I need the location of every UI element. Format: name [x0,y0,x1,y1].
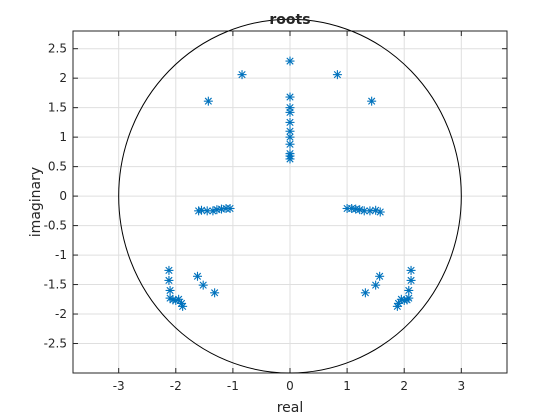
root-marker [198,280,208,290]
root-marker [375,271,385,281]
root-marker [375,207,385,217]
data-points [164,56,416,311]
root-marker [210,288,220,298]
root-marker [285,117,295,127]
chart-title: roots [269,12,310,28]
y-tick-label: 0 [59,189,67,203]
y-tick-label: -2 [55,307,67,321]
unit-circle-boundary [118,18,462,374]
root-marker [203,96,213,106]
root-marker [285,154,295,164]
y-tick-label: -1.5 [44,278,67,292]
x-tick-label: -2 [170,379,182,393]
axis-ticks [73,31,507,373]
x-tick-label: -1 [227,379,239,393]
reference-circle-layer [118,18,462,374]
y-tick-label: 1 [59,130,67,144]
grid-lines [73,31,507,373]
root-marker [392,301,402,311]
y-tick-label: -0.5 [44,219,67,233]
root-marker [178,301,188,311]
root-marker [332,70,342,80]
root-marker [360,288,370,298]
y-tick-label: 0.5 [48,160,67,174]
y-tick-label: -1 [55,248,67,262]
x-tick-label: 0 [286,379,294,393]
y-tick-label: 2.5 [48,42,67,56]
root-marker [285,92,295,102]
x-tick-label: -3 [113,379,125,393]
root-marker [177,298,186,308]
root-marker [404,285,414,295]
y-axis-label: imaginary [28,167,44,237]
root-marker [225,203,235,213]
root-marker [196,205,206,215]
y-tick-label: -2.5 [44,337,67,351]
x-tick-label: 2 [400,379,408,393]
x-tick-label: 1 [343,379,351,393]
root-marker [406,275,416,285]
x-tick-label: 3 [457,379,465,393]
y-tick-labels: -2.5 -2 -1.5 -1 -0.5 0 0.5 1 1.5 2 2.5 [44,42,67,351]
root-marker [285,107,295,117]
root-marker [367,96,377,106]
x-tick-labels: -3 -2 -1 0 1 2 3 [113,379,465,393]
root-marker [406,265,416,275]
root-marker [164,265,174,275]
x-axis-label: real [277,400,304,416]
root-marker [371,280,381,290]
root-marker [212,205,222,215]
root-marker [216,204,226,214]
root-marker [285,139,295,149]
root-marker [165,285,175,295]
root-marker [285,56,295,66]
y-tick-label: 2 [59,71,67,85]
root-marker [192,271,202,281]
root-marker [365,206,375,216]
y-tick-label: 1.5 [48,101,67,115]
root-marker [237,70,247,80]
root-marker [164,275,174,285]
